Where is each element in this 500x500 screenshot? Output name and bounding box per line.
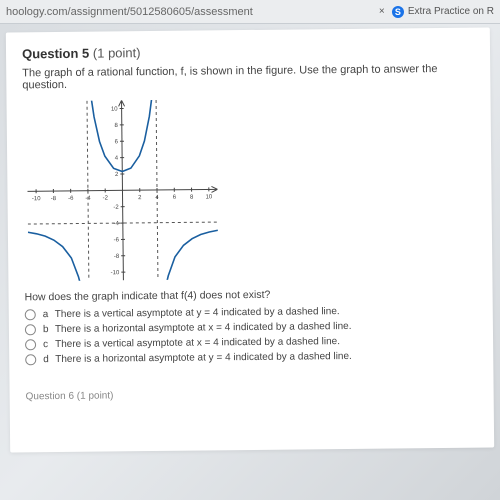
choice-radio-b[interactable] <box>25 324 36 335</box>
rational-function-graph: -10-8-6-4-2246810-10-8-6-4-2246810 <box>27 99 219 281</box>
next-question-preview: Question 6 (1 point) <box>26 387 478 403</box>
sub-question: How does the graph indicate that f(4) do… <box>25 287 477 304</box>
choice-text: There is a horizontal asymptote at x = 4… <box>55 320 477 335</box>
svg-text:-2: -2 <box>113 205 119 211</box>
close-icon[interactable]: × <box>376 6 388 18</box>
svg-text:-6: -6 <box>68 196 74 202</box>
other-tab[interactable]: × S Extra Practice on R <box>376 6 494 18</box>
choice-text: There is a vertical asymptote at x = 4 i… <box>55 335 477 350</box>
url-fragment: hoology.com/assignment/5012580605/assess… <box>6 6 253 18</box>
choice-key: d <box>43 354 55 365</box>
choice-key: c <box>43 339 55 350</box>
choice-key: a <box>43 309 55 320</box>
choice-list: aThere is a vertical asymptote at y = 4 … <box>25 305 478 366</box>
svg-text:-10: -10 <box>111 270 120 276</box>
svg-text:-10: -10 <box>32 196 41 202</box>
assessment-page: Question 5 (1 point) The graph of a rati… <box>6 27 494 452</box>
svg-text:-2: -2 <box>103 195 109 201</box>
choice-text: There is a horizontal asymptote at y = 4… <box>55 350 477 365</box>
browser-chrome: hoology.com/assignment/5012580605/assess… <box>0 0 500 24</box>
question-header: Question 5 (1 point) <box>22 42 474 62</box>
svg-text:10: 10 <box>111 107 118 113</box>
choice-text: There is a vertical asymptote at y = 4 i… <box>55 305 477 320</box>
question-stem: The graph of a rational function, f, is … <box>22 63 474 92</box>
svg-text:-8: -8 <box>114 254 120 260</box>
choice-key: b <box>43 324 55 335</box>
svg-text:-8: -8 <box>51 196 57 202</box>
choice-radio-d[interactable] <box>25 354 36 365</box>
choice-radio-a[interactable] <box>25 309 36 320</box>
svg-text:-6: -6 <box>114 237 120 243</box>
question-points: (1 point) <box>93 45 141 60</box>
favicon-icon: S <box>392 6 404 18</box>
other-tab-title: Extra Practice on R <box>408 6 494 17</box>
question-number: Question 5 <box>22 46 89 62</box>
svg-text:10: 10 <box>206 194 213 200</box>
svg-text:-4: -4 <box>113 221 119 227</box>
choice-radio-c[interactable] <box>25 339 36 350</box>
